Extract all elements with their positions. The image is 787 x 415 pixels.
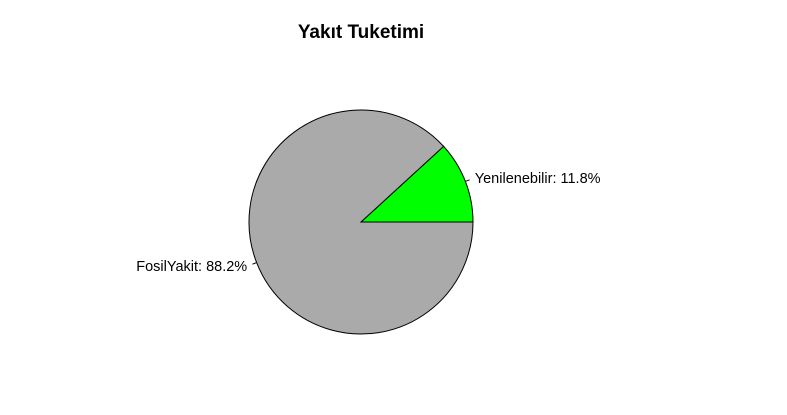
slice-label-fosilyakit: FosilYakit: 88.2%	[136, 259, 247, 275]
slice-label-yenilenebilir: Yenilenebilir: 11.8%	[475, 171, 601, 187]
chart-title: Yakıt Tuketimi	[298, 22, 424, 43]
leader-line-fosilyakit	[252, 262, 257, 265]
pie-slice-fosilyakit	[248, 109, 474, 335]
leader-line-yenilenebilir	[465, 179, 470, 182]
pie-slices	[248, 109, 474, 335]
pie-labels: Yenilenebilir: 11.8% FosilYakit: 88.2%	[136, 171, 600, 275]
